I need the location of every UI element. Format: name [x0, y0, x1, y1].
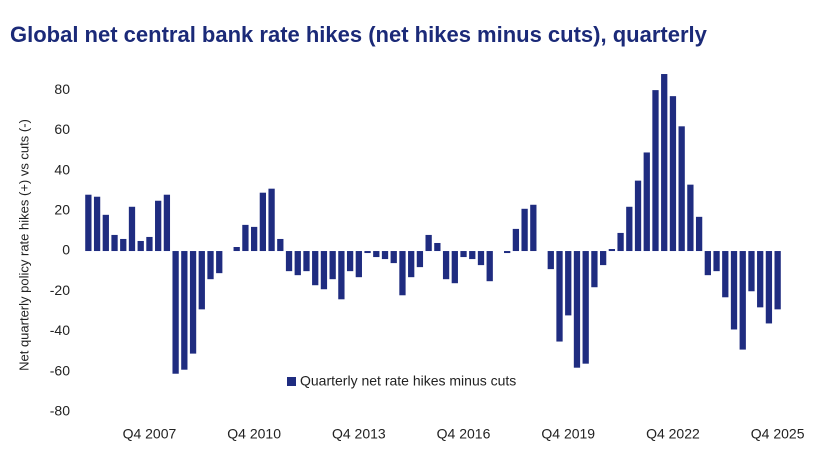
- bar: [338, 251, 345, 300]
- y-tick-label: 80: [54, 81, 70, 97]
- x-tick-label: Q4 2016: [437, 426, 491, 442]
- legend-swatch: [287, 377, 296, 386]
- x-tick-label: Q4 2010: [227, 426, 281, 442]
- bar: [233, 247, 240, 252]
- bar: [198, 251, 205, 310]
- bar: [146, 236, 153, 252]
- bar: [748, 251, 755, 292]
- y-tick-label: -20: [50, 282, 70, 298]
- bar: [547, 251, 554, 270]
- bar: [765, 251, 773, 324]
- bar: [486, 251, 493, 282]
- bar: [85, 194, 92, 252]
- bar: [556, 251, 563, 342]
- y-tick-label: 40: [54, 161, 70, 177]
- bar: [617, 232, 624, 252]
- bar: [774, 251, 781, 310]
- chart-title: Global net central bank rate hikes (net …: [10, 22, 708, 47]
- y-tick-label: 0: [62, 242, 70, 258]
- y-tick-label: -40: [50, 322, 70, 338]
- bar: [355, 251, 362, 278]
- bar: [111, 234, 118, 252]
- bar: [757, 251, 764, 308]
- bar: [137, 240, 144, 252]
- x-tick-label: Q4 2025: [751, 426, 805, 442]
- bar: [643, 152, 650, 252]
- bar: [425, 234, 432, 252]
- bar: [565, 251, 572, 316]
- bar: [504, 251, 511, 254]
- bar: [722, 251, 729, 298]
- bar: [294, 251, 301, 276]
- bar: [521, 208, 528, 252]
- bar: [573, 251, 581, 368]
- bar: [408, 251, 415, 278]
- bar: [608, 249, 616, 252]
- bar: [181, 251, 188, 370]
- bar: [320, 251, 328, 290]
- bar: [390, 251, 397, 264]
- bar: [285, 251, 293, 272]
- bar: [599, 251, 607, 266]
- bar: [128, 206, 136, 252]
- bar: [216, 251, 223, 274]
- bar: [695, 216, 703, 252]
- bar: [102, 214, 109, 252]
- bar: [687, 184, 694, 252]
- y-axis-title: Net quarterly policy rate hikes (+) vs c…: [16, 119, 31, 371]
- bar: [652, 90, 659, 252]
- bar: [120, 238, 127, 252]
- bar: [303, 251, 310, 272]
- bar: [442, 251, 450, 280]
- bar: [730, 251, 738, 330]
- bar: [416, 251, 424, 268]
- bar: [312, 251, 319, 286]
- bar: [172, 251, 179, 374]
- bar: [93, 196, 101, 252]
- bar: [678, 126, 685, 252]
- bar: [163, 194, 171, 252]
- legend-label: Quarterly net rate hikes minus cuts: [300, 373, 516, 389]
- bar: [381, 251, 389, 260]
- x-tick-label: Q4 2019: [541, 426, 595, 442]
- bar: [364, 251, 371, 254]
- bar: [434, 242, 441, 252]
- bar: [460, 251, 467, 258]
- bar: [704, 251, 711, 276]
- bar: [477, 251, 485, 266]
- y-tick-label: -80: [50, 403, 70, 419]
- bar: [512, 228, 520, 252]
- bar: [399, 251, 406, 296]
- y-tick-label: 20: [54, 202, 70, 218]
- bar: [242, 224, 249, 252]
- bar: [661, 74, 668, 252]
- x-tick-label: Q4 2007: [123, 426, 177, 442]
- bar: [259, 192, 267, 252]
- bar: [277, 238, 284, 252]
- bar: [713, 251, 720, 272]
- bar: [591, 251, 598, 288]
- bar: [530, 204, 537, 252]
- bar: [268, 188, 275, 252]
- bar: [739, 251, 746, 350]
- x-tick-label: Q4 2013: [332, 426, 386, 442]
- bar: [250, 226, 258, 252]
- bar: [582, 251, 589, 364]
- bar: [207, 251, 214, 280]
- y-tick-label: 60: [54, 121, 70, 137]
- bar: [469, 251, 476, 260]
- bar: [669, 96, 677, 252]
- bar: [634, 180, 642, 252]
- y-tick-label: -60: [50, 362, 70, 378]
- bar: [373, 251, 380, 258]
- bar: [626, 206, 633, 252]
- bar: [451, 251, 458, 284]
- x-tick-label: Q4 2022: [646, 426, 700, 442]
- bar: [155, 200, 162, 252]
- bar: [346, 251, 354, 272]
- bar: [189, 251, 197, 354]
- bar: [329, 251, 336, 280]
